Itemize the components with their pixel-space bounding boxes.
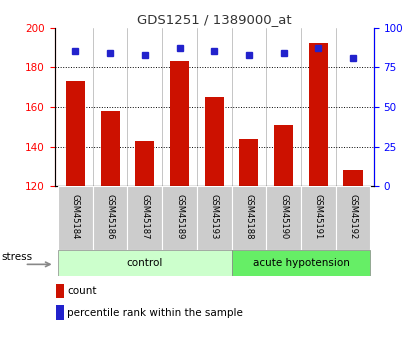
Text: GSM45193: GSM45193: [210, 194, 219, 240]
Text: GSM45189: GSM45189: [175, 194, 184, 240]
Text: GSM45186: GSM45186: [105, 194, 115, 240]
Bar: [58, 250, 231, 276]
Bar: [231, 250, 370, 276]
Bar: [100, 111, 120, 186]
Bar: [66, 81, 85, 186]
Bar: [205, 97, 224, 186]
Bar: [344, 170, 362, 186]
Text: GSM45184: GSM45184: [71, 194, 80, 240]
Text: acute hypotension: acute hypotension: [252, 258, 349, 268]
Text: count: count: [68, 286, 97, 296]
Title: GDS1251 / 1389000_at: GDS1251 / 1389000_at: [137, 13, 291, 27]
Text: GSM45191: GSM45191: [314, 194, 323, 239]
Bar: [56, 305, 64, 320]
Bar: [301, 186, 336, 250]
Text: stress: stress: [1, 253, 32, 262]
Bar: [239, 139, 258, 186]
Bar: [266, 186, 301, 250]
Bar: [135, 141, 155, 186]
Text: percentile rank within the sample: percentile rank within the sample: [68, 308, 243, 318]
Bar: [56, 284, 64, 298]
Text: GSM45192: GSM45192: [349, 194, 357, 239]
Bar: [231, 186, 266, 250]
Text: GSM45187: GSM45187: [140, 194, 149, 240]
Bar: [336, 186, 370, 250]
Bar: [93, 186, 127, 250]
Bar: [170, 61, 189, 186]
Bar: [197, 186, 231, 250]
Bar: [127, 186, 162, 250]
Bar: [58, 186, 93, 250]
Bar: [162, 186, 197, 250]
Text: control: control: [126, 258, 163, 268]
Bar: [309, 43, 328, 186]
Text: GSM45190: GSM45190: [279, 194, 288, 239]
Text: GSM45188: GSM45188: [244, 194, 253, 240]
Bar: [274, 125, 293, 186]
